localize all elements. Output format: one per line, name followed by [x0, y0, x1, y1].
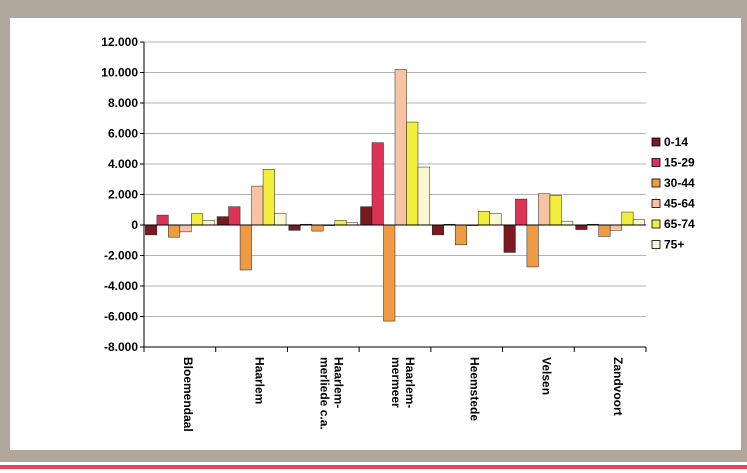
bar [383, 224, 396, 322]
y-tick-label: 0 [131, 218, 138, 232]
legend-label: 0-14 [664, 135, 688, 149]
bar [239, 224, 252, 271]
bar [538, 193, 551, 226]
bar [262, 169, 275, 226]
y-tick-label: -4.000 [104, 279, 138, 293]
legend-label: 30-44 [664, 176, 695, 190]
bar [609, 224, 622, 231]
bar [598, 224, 611, 237]
y-tick-label: -6.000 [104, 310, 138, 324]
bar [311, 224, 324, 232]
legend-swatch [651, 158, 661, 167]
bar [406, 121, 419, 226]
y-tick-label: -2.000 [104, 249, 138, 263]
legend-label: 65-74 [664, 217, 695, 231]
bar [191, 213, 204, 226]
x-category-label: Bloemendaal [181, 357, 195, 432]
bar [145, 224, 158, 236]
bar [288, 224, 301, 231]
legend-swatch [651, 199, 661, 208]
y-tick-label: 8.000 [108, 96, 138, 110]
legend-label: 15-29 [664, 156, 695, 170]
bar [515, 198, 528, 226]
bar [371, 142, 384, 226]
bar [489, 213, 502, 226]
y-tick-label: -8.000 [104, 340, 138, 354]
bar [274, 213, 287, 226]
y-tick-label: 12.000 [101, 35, 138, 49]
x-category-label: Haarlem- [331, 357, 345, 408]
x-category-label: Velsen [539, 357, 553, 395]
bar [561, 220, 574, 226]
bar [228, 206, 241, 226]
bar [417, 166, 430, 226]
y-tick-label: 2.000 [108, 188, 138, 202]
bar [334, 220, 347, 226]
bar [179, 224, 192, 233]
legend-swatch [651, 178, 661, 188]
legend-swatch [651, 137, 661, 147]
bottom-accent-line [0, 465, 747, 469]
bar [431, 224, 444, 236]
y-tick-label: 10.000 [101, 66, 138, 80]
x-category-label: mermeer [389, 357, 403, 408]
bar [360, 206, 373, 226]
bar [526, 224, 539, 268]
bar [168, 224, 181, 238]
bar [621, 211, 634, 226]
bar [454, 224, 467, 246]
x-category-label: Zandvoort [611, 357, 625, 416]
bar [156, 214, 169, 226]
x-category-label: Haarlem [253, 357, 267, 404]
bar [216, 216, 229, 226]
y-tick-label: 6.000 [108, 127, 138, 141]
bar [503, 224, 516, 253]
bar [632, 219, 645, 226]
legend-label: 45-64 [664, 197, 695, 211]
y-tick-label: 4.000 [108, 157, 138, 171]
chart-panel [10, 18, 741, 450]
bar [251, 185, 264, 226]
legend-swatch [651, 219, 661, 229]
x-category-label: Haarlem- [403, 357, 417, 408]
x-category-label: merliede c.a. [317, 357, 331, 430]
bar [202, 220, 215, 226]
bar [477, 211, 490, 226]
bar [549, 195, 562, 226]
bar [394, 69, 407, 226]
bar [575, 224, 588, 230]
x-category-label: Heemstede [468, 357, 482, 421]
legend-swatch [651, 240, 661, 249]
legend-label: 75+ [664, 238, 684, 252]
